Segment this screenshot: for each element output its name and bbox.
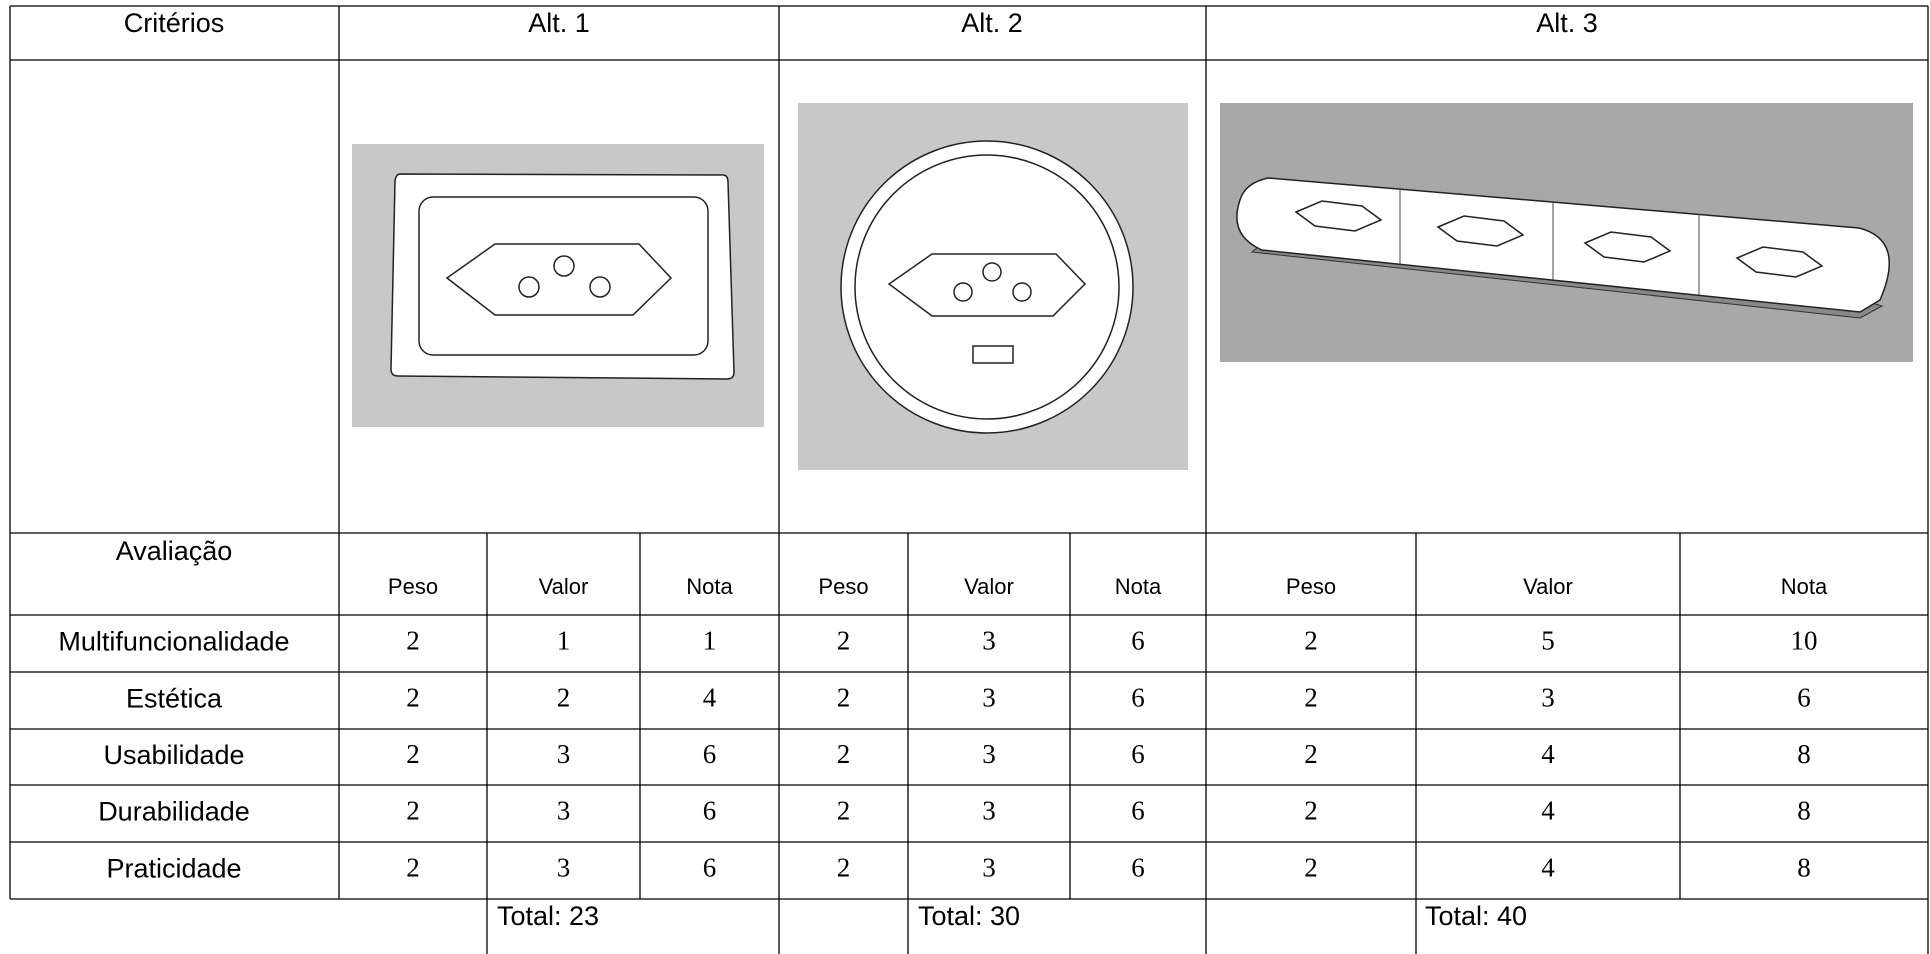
criterion-label: Estética bbox=[126, 684, 223, 714]
score-cell: 3 bbox=[1541, 683, 1555, 713]
column-subheader: Peso bbox=[1286, 574, 1336, 599]
score-cell: 6 bbox=[703, 739, 717, 769]
score-cell: 6 bbox=[1131, 739, 1145, 769]
column-subheader: Nota bbox=[686, 574, 733, 599]
score-cell: 6 bbox=[1131, 626, 1145, 656]
alt-header: Alt. 3 bbox=[1536, 8, 1598, 38]
alt-header: Alt. 2 bbox=[961, 8, 1023, 38]
score-cell: 3 bbox=[982, 796, 996, 826]
column-subheader: Valor bbox=[964, 574, 1014, 599]
score-cell: 3 bbox=[982, 683, 996, 713]
score-cell: 2 bbox=[837, 739, 851, 769]
alt3-image bbox=[1220, 103, 1913, 362]
score-cell: 1 bbox=[703, 626, 717, 656]
score-cell: 3 bbox=[982, 626, 996, 656]
score-cell: 6 bbox=[1797, 683, 1811, 713]
score-cell: 6 bbox=[703, 796, 717, 826]
column-subheader: Valor bbox=[1523, 574, 1573, 599]
score-cell: 8 bbox=[1797, 796, 1811, 826]
score-cell: 3 bbox=[557, 853, 571, 883]
score-cell: 2 bbox=[406, 683, 420, 713]
criterion-label: Durabilidade bbox=[98, 797, 250, 827]
score-cell: 2 bbox=[1304, 739, 1318, 769]
score-cell: 2 bbox=[1304, 796, 1318, 826]
score-cell: 2 bbox=[837, 853, 851, 883]
score-cell: 3 bbox=[982, 853, 996, 883]
score-cell: 2 bbox=[837, 626, 851, 656]
total-label: Total: 40 bbox=[1425, 901, 1527, 931]
alt1-image bbox=[352, 144, 764, 427]
score-cell: 6 bbox=[1131, 683, 1145, 713]
score-cell: 4 bbox=[1541, 796, 1555, 826]
total-label: Total: 30 bbox=[918, 901, 1020, 931]
score-cell: 4 bbox=[1541, 853, 1555, 883]
alt2-image bbox=[798, 103, 1188, 470]
column-subheader: Nota bbox=[1115, 574, 1162, 599]
total-label: Total: 23 bbox=[497, 901, 599, 931]
column-subheader: Peso bbox=[388, 574, 438, 599]
score-cell: 2 bbox=[1304, 683, 1318, 713]
score-cell: 5 bbox=[1541, 626, 1555, 656]
evaluation-label: Avaliação bbox=[116, 536, 233, 566]
score-cell: 6 bbox=[1131, 853, 1145, 883]
column-subheader: Peso bbox=[818, 574, 868, 599]
score-cell: 2 bbox=[406, 739, 420, 769]
score-cell: 6 bbox=[703, 853, 717, 883]
score-cell: 8 bbox=[1797, 739, 1811, 769]
score-cell: 2 bbox=[406, 626, 420, 656]
score-cell: 1 bbox=[557, 626, 571, 656]
score-cell: 4 bbox=[1541, 739, 1555, 769]
score-cell: 2 bbox=[837, 796, 851, 826]
score-cell: 2 bbox=[1304, 626, 1318, 656]
score-cell: 2 bbox=[837, 683, 851, 713]
score-cell: 3 bbox=[557, 739, 571, 769]
criterion-label: Multifuncionalidade bbox=[58, 627, 289, 657]
score-cell: 3 bbox=[557, 796, 571, 826]
criterion-label: Usabilidade bbox=[103, 740, 244, 770]
score-cell: 3 bbox=[982, 739, 996, 769]
score-cell: 10 bbox=[1791, 626, 1818, 656]
score-cell: 6 bbox=[1131, 796, 1145, 826]
score-cell: 2 bbox=[1304, 853, 1318, 883]
alt-header: Alt. 1 bbox=[528, 8, 590, 38]
score-cell: 2 bbox=[557, 683, 571, 713]
column-subheader: Nota bbox=[1781, 574, 1828, 599]
criterion-label: Praticidade bbox=[106, 854, 241, 884]
criteria-header: Critérios bbox=[124, 8, 225, 38]
score-cell: 2 bbox=[406, 853, 420, 883]
column-subheader: Valor bbox=[539, 574, 589, 599]
score-cell: 4 bbox=[703, 683, 717, 713]
score-cell: 8 bbox=[1797, 853, 1811, 883]
score-cell: 2 bbox=[406, 796, 420, 826]
